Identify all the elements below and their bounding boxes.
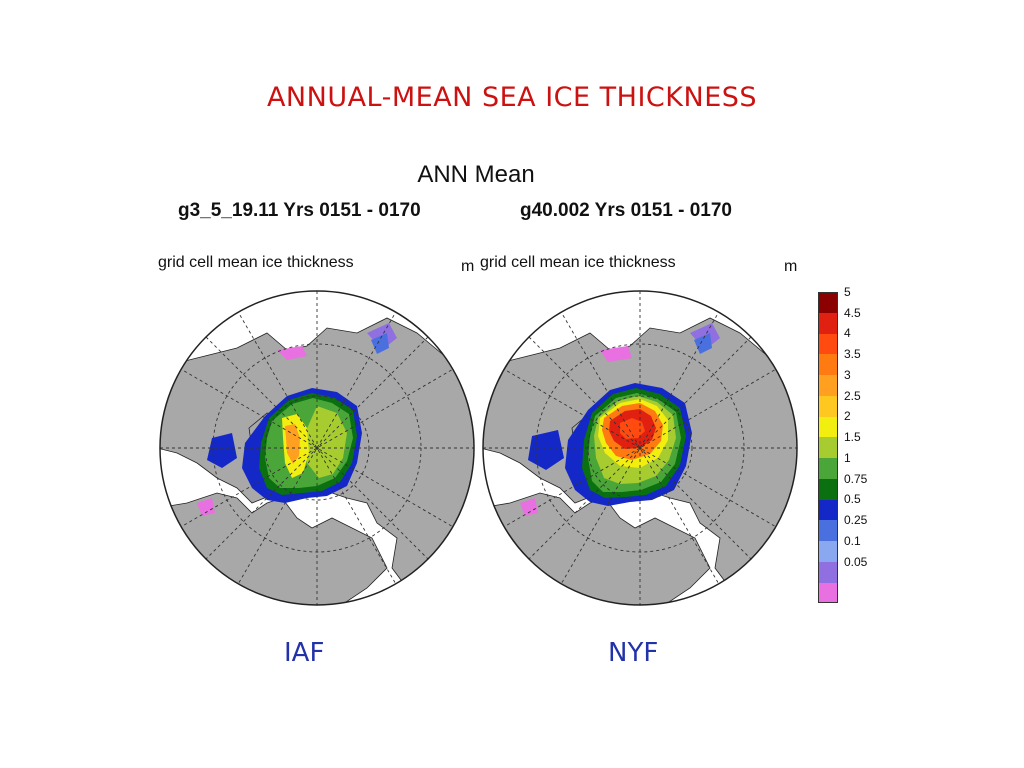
colorbar-swatch (818, 520, 838, 541)
colorbar-tick-label: 3.5 (844, 347, 861, 361)
colorbar-swatch (818, 437, 838, 458)
colorbar-swatch (818, 312, 838, 334)
run-label-left: g3_5_19.11 Yrs 0151 - 0170 (178, 200, 421, 221)
panel-caption-nyf: NYF (608, 638, 659, 668)
colorbar-tick-label: 2.5 (844, 388, 861, 403)
field-label-left: grid cell mean ice thickness (158, 254, 354, 271)
colorbar-swatch (818, 395, 838, 417)
colorbar-tick-label: 0.5 (844, 492, 861, 507)
colorbar-tick-label: 4.5 (844, 305, 861, 320)
colorbar-tick-label: 0.25 (844, 513, 868, 527)
colorbar-tick-label: 0.75 (844, 471, 868, 486)
slide-title: ANNUAL-MEAN SEA ICE THICKNESS (266, 82, 758, 113)
colorbar-tick-label: 1 (844, 450, 851, 465)
ice-orange (285, 424, 300, 464)
colorbar-swatch (818, 354, 838, 375)
colorbar-swatch (818, 416, 838, 438)
ice-blue-baffin (207, 433, 237, 468)
polar-map-iaf (159, 290, 475, 606)
colorbar-tick-label: 3 (844, 367, 851, 382)
ice-blue-okhotsk (371, 333, 389, 354)
ice-light-green (305, 406, 347, 478)
panel-caption-iaf: IAF (284, 638, 325, 668)
colorbar-tick-label: 0.05 (844, 554, 868, 569)
colorbar-tick-label: 1.5 (844, 430, 861, 444)
colorbar-swatch (818, 499, 838, 521)
colorbar-swatch (818, 375, 838, 396)
polar-map-nyf (482, 290, 798, 606)
colorbar-tick-label: 5 (844, 284, 851, 299)
unit-label-right: m (784, 258, 798, 275)
colorbar-swatch (818, 478, 838, 500)
colorbar-tick-label: 4 (844, 326, 851, 341)
colorbar-swatch (818, 292, 838, 313)
field-label-right: grid cell mean ice thickness (480, 254, 676, 271)
figure-title: ANN Mean (417, 161, 535, 188)
unit-label-left: m (461, 258, 475, 275)
colorbar-tick-label: 0.1 (844, 533, 861, 548)
colorbar-swatch (818, 541, 838, 562)
ice-pink-labrador (197, 498, 215, 516)
ice-pink-bering (600, 346, 632, 362)
run-label-right: g40.002 Yrs 0151 - 0170 (520, 200, 732, 221)
colorbar-tick-label: 2 (844, 409, 851, 424)
ice-pink-labrador (520, 498, 538, 516)
colorbar-swatch (818, 561, 838, 583)
ice-blue-okhotsk (694, 333, 712, 354)
ice-orange-core (620, 418, 645, 439)
colorbar-swatch (818, 333, 838, 355)
colorbar-swatch (818, 582, 838, 604)
colorbar-swatch (818, 458, 838, 479)
